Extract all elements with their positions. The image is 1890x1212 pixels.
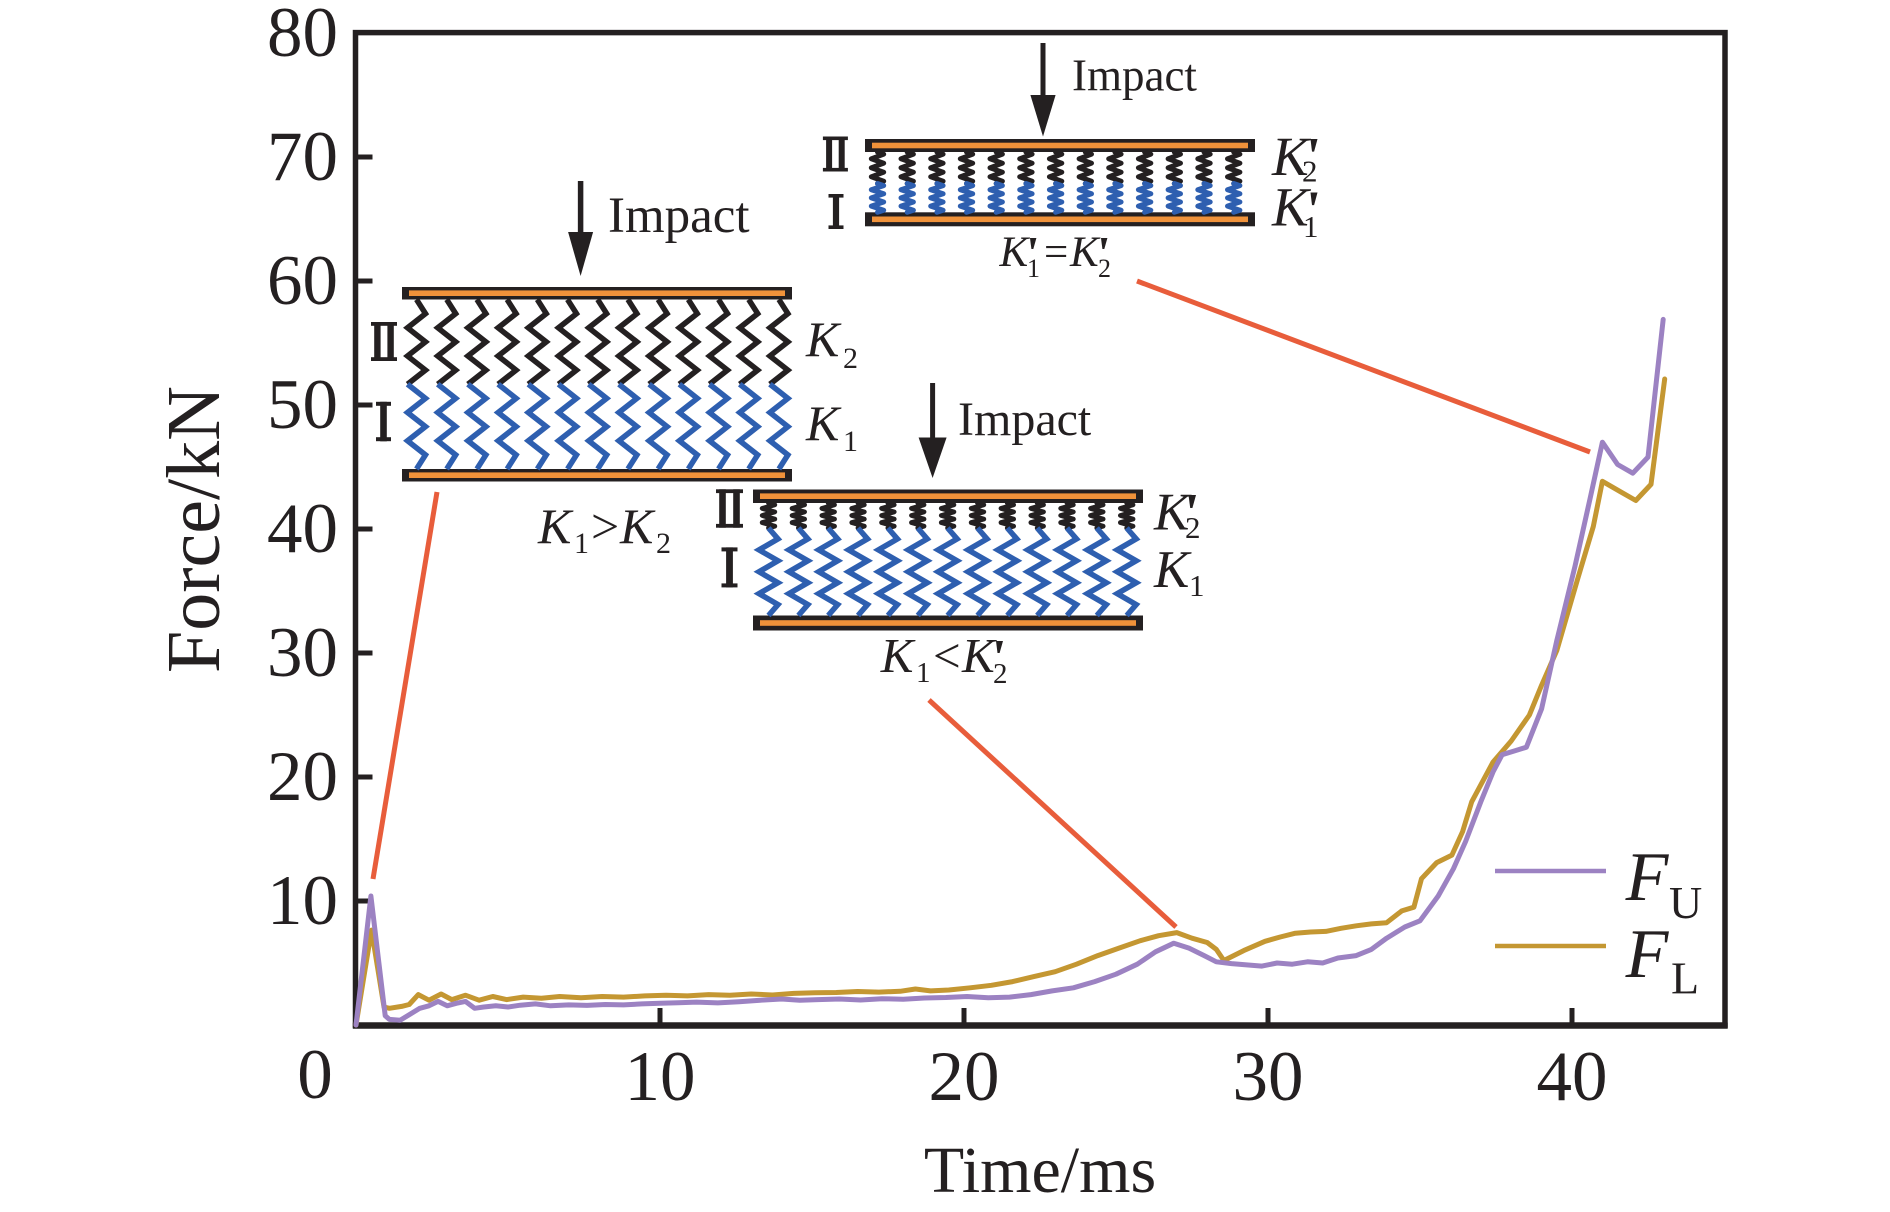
svg-text:2: 2 <box>993 658 1008 690</box>
svg-text:Impact: Impact <box>958 393 1092 446</box>
svg-text:Time/ms: Time/ms <box>924 1134 1156 1207</box>
svg-text:K: K <box>805 395 842 451</box>
svg-text:50: 50 <box>267 366 338 444</box>
svg-text:K: K <box>880 628 916 683</box>
svg-text:1: 1 <box>843 425 858 458</box>
svg-text:Impact: Impact <box>608 188 750 244</box>
svg-text:70: 70 <box>267 118 338 196</box>
svg-text:2: 2 <box>1098 254 1111 283</box>
svg-text:2: 2 <box>656 527 671 560</box>
svg-text:K: K <box>619 498 656 554</box>
svg-text:1: 1 <box>1027 254 1040 283</box>
svg-text:2: 2 <box>843 342 858 375</box>
svg-text:=: = <box>1044 229 1068 276</box>
svg-text:1: 1 <box>1303 209 1319 244</box>
svg-text:40: 40 <box>267 490 338 568</box>
svg-text:K: K <box>999 229 1031 276</box>
svg-text:40: 40 <box>1537 1038 1608 1116</box>
svg-text:2: 2 <box>1185 510 1201 545</box>
svg-text:U: U <box>1669 877 1702 928</box>
svg-text:>: > <box>591 498 619 554</box>
svg-text:10: 10 <box>267 862 338 940</box>
svg-text:F: F <box>1625 916 1670 993</box>
svg-text:K: K <box>1069 229 1101 276</box>
svg-text:F: F <box>1625 839 1670 916</box>
svg-text:80: 80 <box>267 0 338 72</box>
svg-text:20: 20 <box>929 1038 1000 1116</box>
svg-text:2: 2 <box>1302 154 1318 189</box>
svg-text:K: K <box>1153 541 1192 599</box>
svg-text:1: 1 <box>916 657 931 689</box>
svg-text:K: K <box>1271 177 1312 238</box>
svg-text:K: K <box>1271 126 1312 187</box>
svg-text:30: 30 <box>1233 1038 1304 1116</box>
svg-text:20: 20 <box>267 738 338 816</box>
svg-text:Force/kN: Force/kN <box>152 386 236 673</box>
svg-text:Impact: Impact <box>1072 51 1197 101</box>
svg-text:K: K <box>805 311 842 367</box>
svg-text:30: 30 <box>267 614 338 692</box>
svg-text:K: K <box>961 628 997 683</box>
svg-text:K: K <box>1153 484 1192 542</box>
svg-text:60: 60 <box>267 242 338 320</box>
svg-text:0: 0 <box>297 1036 333 1114</box>
svg-text:<: < <box>933 628 961 683</box>
svg-text:1: 1 <box>574 527 589 560</box>
svg-text:10: 10 <box>625 1038 696 1116</box>
svg-text:K: K <box>537 498 574 554</box>
svg-text:L: L <box>1671 953 1699 1004</box>
svg-text:1: 1 <box>1189 568 1205 603</box>
